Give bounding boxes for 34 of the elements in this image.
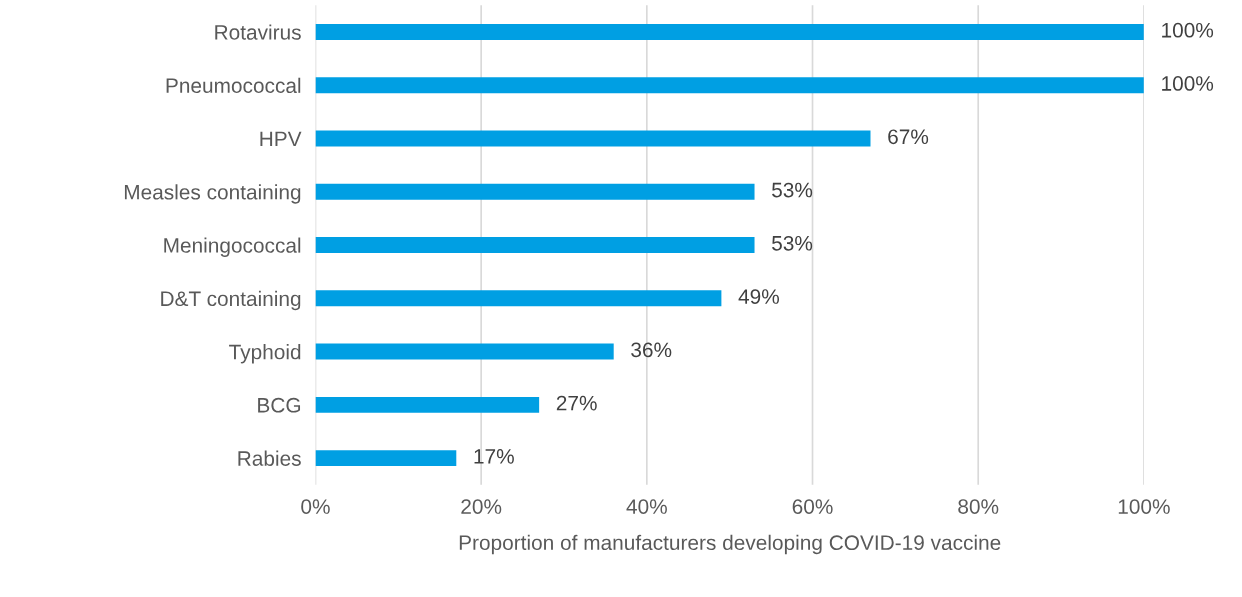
bar — [315, 237, 755, 254]
bar — [315, 343, 614, 360]
bar — [315, 183, 755, 200]
data-label: 36% — [631, 342, 672, 358]
data-label: 49% — [738, 289, 780, 304]
x-tick-label: 100% — [1118, 499, 1170, 514]
bar — [315, 130, 871, 147]
data-label: 17% — [474, 449, 514, 464]
data-label: 100% — [1162, 76, 1214, 91]
bar — [315, 290, 722, 307]
x-tick-label: 40% — [626, 499, 667, 514]
y-tick-label: HPV — [260, 131, 302, 147]
x-tick-label: 0% — [301, 499, 330, 514]
x-tick-label: 80% — [958, 499, 999, 514]
data-label: 67% — [888, 129, 929, 145]
x-tick-label: 20% — [461, 499, 502, 514]
data-label: 53% — [772, 235, 813, 251]
data-label: 27% — [556, 395, 597, 411]
bar — [315, 24, 1144, 40]
data-label: 53% — [772, 182, 813, 198]
y-tick-label: Pneumococcal — [166, 77, 301, 94]
x-tick-label: 60% — [792, 499, 833, 514]
data-label: 100% — [1162, 22, 1214, 38]
y-tick-label: Rabies — [238, 450, 301, 466]
bar — [315, 77, 1144, 94]
x-axis-title: Proportion of manufacturers developing COVID-19 vaccine — [459, 534, 1001, 555]
y-tick-label: BCG — [258, 397, 301, 413]
bar — [315, 396, 540, 413]
y-tick-label: Meningococcal — [164, 237, 301, 257]
bar — [315, 450, 457, 467]
y-tick-label: Measles containing — [124, 184, 301, 204]
y-tick-label: D&T containing — [161, 290, 301, 311]
y-tick-label: Typhoid — [229, 344, 301, 364]
y-tick-label: Rotavirus — [215, 24, 301, 40]
